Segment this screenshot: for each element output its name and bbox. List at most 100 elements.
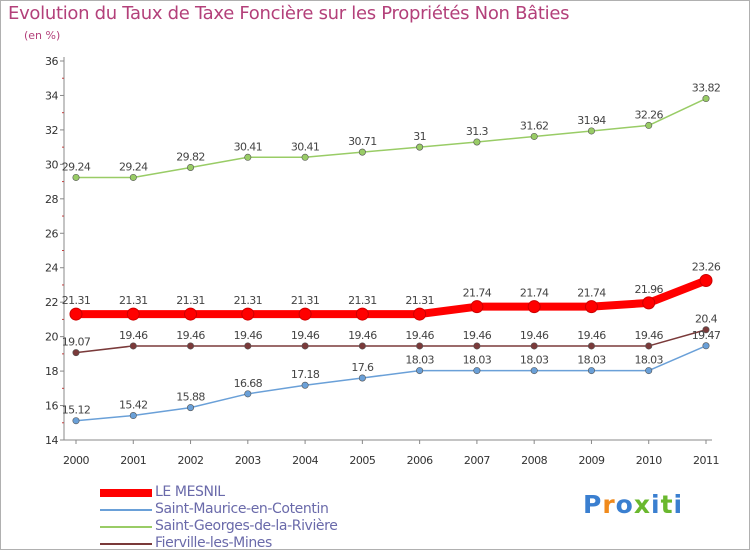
series-line [75, 345, 707, 422]
y-tick-label: 20 [45, 331, 58, 344]
legend-swatch [100, 543, 152, 545]
data-point [416, 143, 424, 151]
x-tick-label: 2006 [407, 454, 433, 467]
data-label: 23.26 [692, 260, 721, 273]
data-label: 21.31 [176, 294, 205, 307]
series-line [75, 329, 707, 354]
data-point [645, 342, 653, 350]
data-label: 21.31 [348, 294, 377, 307]
y-tick-label: 28 [45, 193, 58, 206]
y-tick-label: 22 [45, 296, 58, 309]
series-line [76, 276, 708, 319]
data-point [645, 367, 653, 375]
data-label: 21.96 [634, 283, 663, 296]
legend-label: Fierville-les-Mines [155, 535, 272, 551]
data-label: 17.18 [291, 368, 320, 381]
data-point [584, 300, 598, 314]
data-point [587, 127, 595, 135]
data-point [530, 367, 538, 375]
data-point [702, 326, 710, 334]
data-label: 20.4 [695, 313, 718, 326]
data-label: 21.31 [291, 294, 320, 307]
unit-label: (en %) [24, 29, 61, 42]
data-point [129, 173, 137, 181]
legend-label: Saint-Maurice-en-Cotentin [155, 501, 329, 517]
data-label: 21.74 [577, 287, 606, 300]
data-label: 17.6 [351, 361, 374, 374]
data-label: 30.41 [291, 140, 320, 153]
data-label: 19.46 [291, 329, 320, 342]
x-tick-label: 2011 [693, 454, 719, 467]
logo-letter: i [673, 490, 684, 519]
data-point [702, 95, 710, 103]
data-label: 18.03 [577, 354, 606, 367]
logo-letter: o [615, 490, 634, 519]
data-label: 31.3 [466, 125, 489, 138]
data-point [530, 132, 538, 140]
data-label: 30.71 [348, 135, 377, 148]
logo-letter: x [633, 490, 651, 519]
logo-letter: i [651, 490, 661, 519]
x-tick-label: 2001 [120, 454, 146, 467]
data-point [241, 307, 255, 321]
y-tick-label: 16 [45, 400, 58, 413]
data-label: 19.46 [119, 329, 148, 342]
data-label: 15.42 [119, 399, 148, 412]
x-tick-label: 2009 [578, 454, 604, 467]
data-point [358, 374, 366, 382]
data-label: 19.46 [577, 329, 606, 342]
data-point [355, 307, 369, 321]
data-label: 19.07 [62, 336, 91, 349]
x-tick-label: 2005 [349, 454, 375, 467]
x-tick-label: 2007 [464, 454, 490, 467]
data-label: 19.46 [634, 329, 663, 342]
data-label: 16.68 [234, 377, 263, 390]
data-point [184, 307, 198, 321]
data-point [72, 417, 80, 425]
y-tick-label: 36 [45, 55, 58, 68]
data-label: 19.46 [463, 329, 492, 342]
data-point [72, 349, 80, 357]
y-tick-label: 26 [45, 227, 58, 240]
legend-swatch [100, 509, 152, 511]
series-line [76, 97, 707, 179]
chart-title: Evolution du Taux de Taxe Foncière sur l… [8, 3, 570, 24]
x-tick-label: 2000 [63, 454, 89, 467]
data-label: 19.46 [520, 329, 549, 342]
data-point [129, 342, 137, 350]
data-label: 18.03 [634, 354, 663, 367]
data-label: 21.31 [234, 294, 263, 307]
data-label: 19.46 [176, 329, 205, 342]
logo-letter: r [602, 490, 616, 519]
x-tick-label: 2003 [235, 454, 261, 467]
legend-label: LE MESNIL [155, 484, 225, 500]
data-point [69, 307, 83, 321]
data-label: 19.46 [405, 329, 434, 342]
data-point [473, 342, 481, 350]
data-label: 21.31 [405, 294, 434, 307]
proxiti-logo: Proxiti [583, 490, 683, 519]
legend-swatch [100, 489, 152, 497]
data-label: 31.62 [520, 119, 549, 132]
series-2 [72, 95, 710, 181]
data-point [129, 412, 137, 420]
data-point [301, 342, 309, 350]
legend-swatch [100, 526, 152, 528]
data-point [301, 153, 309, 161]
logo-letter: t [660, 490, 674, 519]
data-label: 21.74 [463, 287, 492, 300]
series-3 [72, 326, 710, 357]
data-label: 29.24 [62, 160, 91, 173]
data-point [416, 342, 424, 350]
data-label: 21.31 [119, 294, 148, 307]
data-label: 29.82 [176, 150, 205, 163]
data-point [187, 163, 195, 171]
y-tick-label: 34 [45, 89, 58, 102]
data-point [301, 381, 309, 389]
data-label: 19.46 [234, 329, 263, 342]
data-point [416, 367, 424, 375]
data-label: 30.41 [234, 140, 263, 153]
x-tick-label: 2004 [292, 454, 318, 467]
data-point [244, 153, 252, 161]
